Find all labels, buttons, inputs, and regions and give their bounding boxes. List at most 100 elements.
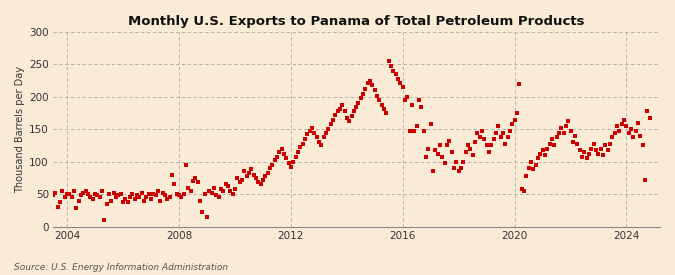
Point — [290, 154, 301, 159]
Point — [97, 189, 107, 193]
Point — [255, 182, 266, 187]
Point — [286, 165, 296, 169]
Point — [334, 106, 345, 111]
Point — [171, 192, 182, 196]
Point — [260, 174, 271, 178]
Point — [244, 171, 254, 175]
Point — [318, 135, 329, 139]
Point — [176, 195, 186, 200]
Point — [136, 191, 147, 195]
Point — [360, 87, 371, 91]
Text: Source: U.S. Energy Information Administration: Source: U.S. Energy Information Administ… — [14, 263, 227, 272]
Point — [530, 163, 541, 167]
Point — [619, 117, 630, 122]
Point — [491, 130, 502, 135]
Point — [265, 166, 275, 170]
Point — [284, 161, 294, 165]
Point — [225, 189, 236, 193]
Point — [430, 148, 441, 152]
Point — [460, 150, 471, 154]
Point — [323, 127, 333, 131]
Point — [199, 192, 210, 196]
Point — [423, 147, 434, 151]
Point — [64, 192, 75, 196]
Point — [215, 187, 226, 191]
Point — [355, 96, 366, 100]
Point — [204, 189, 215, 193]
Point — [577, 154, 588, 159]
Point — [157, 191, 168, 195]
Point — [404, 128, 415, 133]
Point — [57, 189, 68, 193]
Point — [207, 191, 217, 195]
Point — [472, 130, 483, 135]
Point — [364, 78, 375, 83]
Point — [234, 180, 245, 185]
Point — [362, 80, 373, 85]
Point — [109, 191, 119, 195]
Point — [563, 119, 574, 124]
Point — [304, 128, 315, 133]
Point — [71, 206, 82, 211]
Point — [358, 91, 369, 96]
Point — [400, 98, 410, 102]
Point — [155, 199, 165, 203]
Point — [252, 180, 263, 185]
Y-axis label: Thousand Barrels per Day: Thousand Barrels per Day — [15, 66, 25, 193]
Point — [465, 147, 476, 151]
Point — [446, 150, 457, 154]
Point — [628, 135, 639, 139]
Point — [248, 172, 259, 177]
Point — [300, 137, 310, 141]
Point — [539, 153, 550, 157]
Point — [542, 147, 553, 151]
Point — [377, 102, 387, 107]
Point — [196, 210, 207, 214]
Point — [99, 218, 109, 222]
Point — [479, 137, 490, 141]
Point — [130, 197, 140, 202]
Point — [493, 124, 504, 128]
Point — [544, 141, 555, 146]
Point — [467, 153, 478, 157]
Point — [581, 156, 592, 161]
Point — [598, 153, 609, 157]
Point — [350, 104, 361, 109]
Point — [414, 98, 425, 102]
Point — [76, 193, 86, 198]
Point — [605, 141, 616, 146]
Point — [95, 195, 105, 200]
Point — [45, 192, 56, 196]
Point — [202, 215, 213, 219]
Point — [537, 148, 548, 152]
Point — [183, 185, 194, 190]
Point — [411, 124, 422, 128]
Point — [568, 140, 578, 144]
Point — [518, 189, 529, 193]
Point — [642, 109, 653, 113]
Point — [308, 130, 319, 135]
Point — [388, 69, 399, 73]
Point — [481, 143, 492, 148]
Point — [269, 158, 280, 163]
Point — [475, 135, 485, 139]
Point — [295, 145, 306, 150]
Point — [141, 195, 152, 200]
Point — [500, 141, 511, 146]
Point — [458, 160, 468, 164]
Point — [418, 128, 429, 133]
Point — [120, 197, 131, 202]
Point — [50, 191, 61, 195]
Point — [630, 128, 641, 133]
Point — [371, 93, 382, 98]
Point — [113, 193, 124, 198]
Point — [302, 132, 313, 137]
Point — [276, 147, 287, 151]
Point — [512, 111, 522, 115]
Point — [637, 143, 648, 148]
Point — [43, 176, 54, 180]
Point — [278, 152, 289, 156]
Point — [395, 80, 406, 85]
Point — [273, 150, 284, 154]
Point — [267, 163, 277, 167]
